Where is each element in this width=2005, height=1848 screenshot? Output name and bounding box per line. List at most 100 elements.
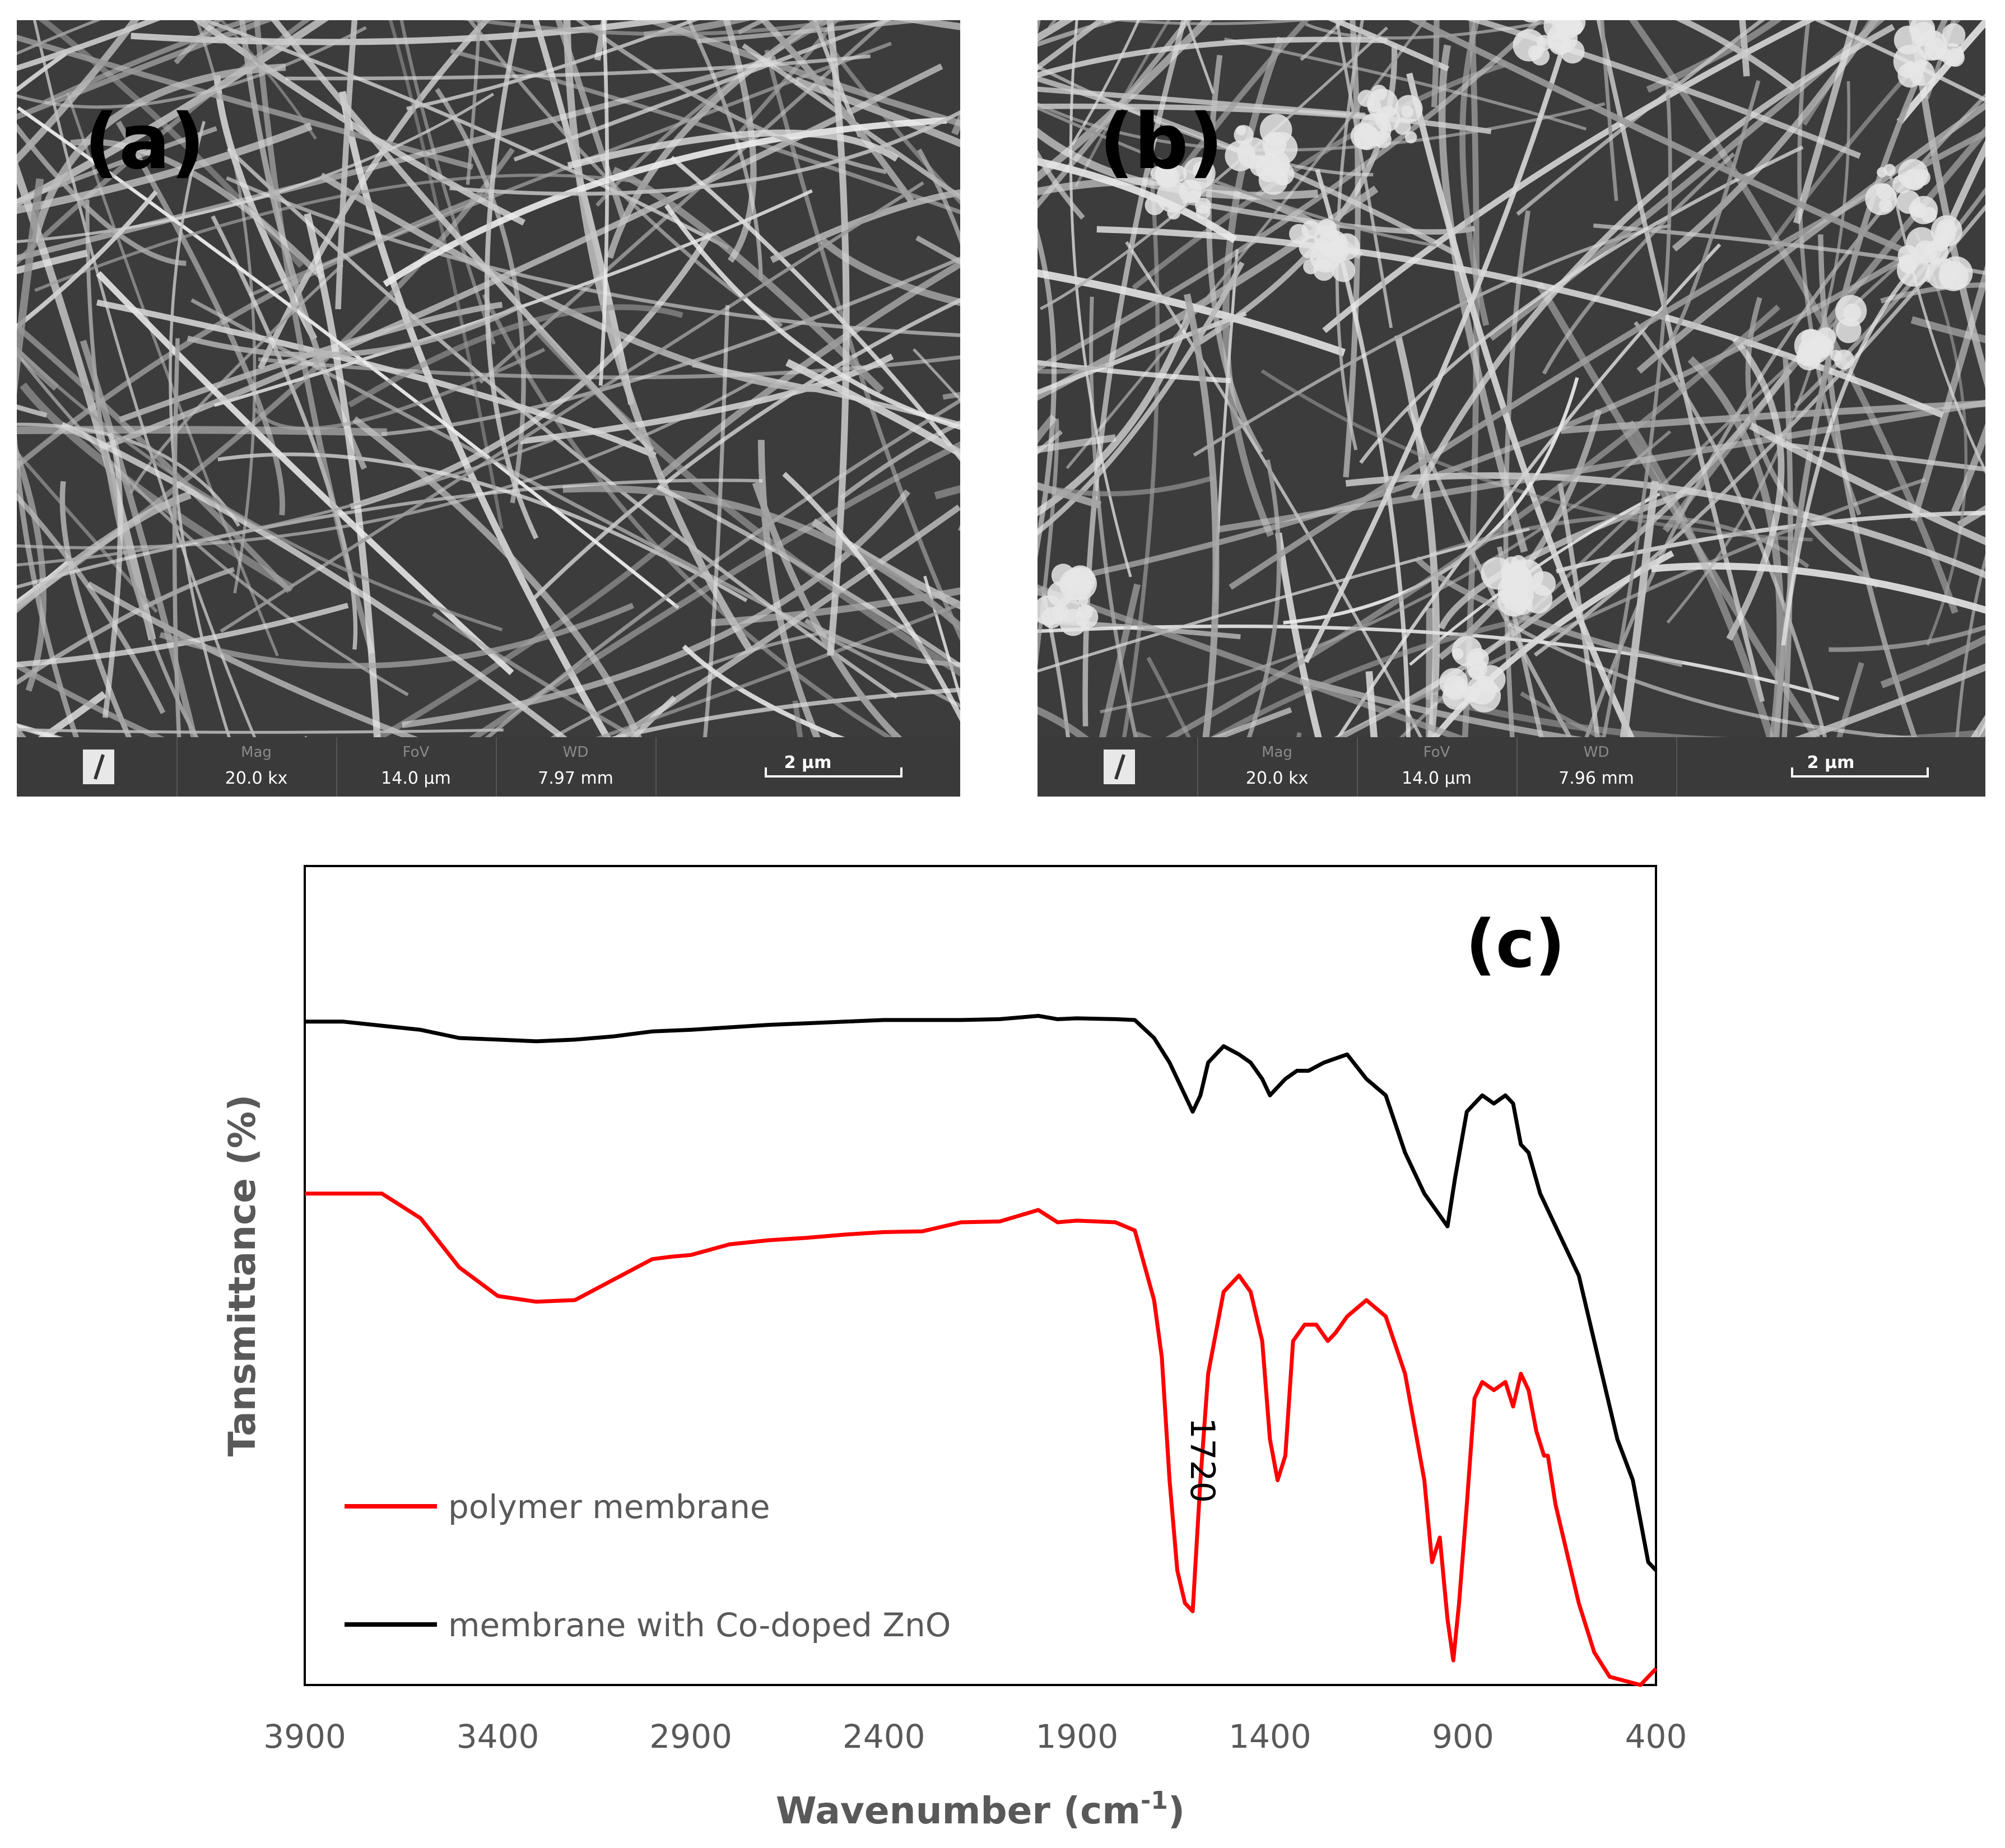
sem-fiber [1425,692,1978,737]
sem-particle [1865,183,1897,216]
sem-particle [1883,164,1896,176]
infobar-fov-cell: FoV 14.0 µm [1357,737,1518,797]
fov-label: FoV [1423,744,1450,761]
sem-fiber [85,199,199,737]
sem-panel-a: (a) Mag 20.0 kx FoV 14.0 µm WD 7.97 mm 2… [17,20,960,797]
sem-fiber [17,92,495,244]
x-tick-labels: 3900 3400 2900 2400 1900 1400 900 400 [263,1717,1687,1756]
sem-fiber [659,260,960,479]
scale-bar-label: 2 µm [784,753,832,772]
sem-fiber [1675,20,1795,91]
sem-particle [1401,105,1414,118]
sem-particle [1551,20,1581,36]
sem-fiber [1664,80,1761,349]
plot-frame [304,865,1657,1686]
sem-fiber [17,350,409,696]
sem-fiber [1038,418,1059,667]
sem-fiber [1406,72,1635,737]
sem-fiber [1880,635,1985,688]
sem-particle [1178,179,1202,203]
sem-fiber [1394,334,1440,737]
sem-fiber [17,603,349,668]
sem-fiber [1165,304,1780,737]
sem-particle [1830,350,1842,361]
infobar-scale-cell: 2 µm [655,737,960,797]
sem-particle [1796,345,1822,371]
sem-fiber [1038,311,1247,395]
sem-fiber [450,49,960,215]
microscope-logo-icon [1104,750,1135,784]
sem-fiber [1069,20,1132,578]
fov-value: 14.0 µm [381,769,451,788]
sem-fiber [226,147,898,699]
sem-particle [1916,30,1947,61]
peak-annotation-1720: 1720 [1183,1417,1222,1503]
sem-fiber [1508,622,1922,737]
sem-fiber [17,438,553,567]
sem-fiber [1922,140,1985,283]
sem-fiber [402,489,911,728]
sem-particle [1920,207,1937,223]
sem-fiber [1767,20,1961,248]
sem-fiber [785,359,960,458]
sem-fiber [1634,321,1827,737]
sem-fiber [1063,250,1916,583]
sem-fiber [1038,127,1319,200]
sem-fiber [335,20,358,310]
sem-fiber [1794,663,1985,737]
sem-fiber [352,416,643,737]
sem-fiber [17,123,187,266]
infobar-logo-cell [17,737,178,797]
sem-fiber [1038,149,1085,220]
sem-fiber [1431,550,1674,737]
sem-particle [1897,245,1918,266]
sem-fiber [1038,584,1464,737]
sem-fiber [1335,20,1364,450]
sem-fiber [1328,20,1449,72]
sem-fiber [612,166,885,394]
ftir-chart-svg: 3900 3400 2900 2400 1900 1400 900 400 (c) Tansm… [221,865,1687,1832]
sem-fiber [17,346,503,632]
sem-particle [1055,597,1081,622]
sem-fiber [17,426,387,436]
sem-fiber [31,63,286,244]
mag-value: 20.0 kx [1245,769,1309,788]
sem-fiber [253,347,546,431]
sem-fiber [17,122,313,214]
sem-fiber [1516,20,1766,216]
sem-fiber [1038,261,1245,536]
sem-fiber [482,294,893,737]
sem-fiber [1593,224,1985,276]
sem-fiber [1229,129,1985,590]
sem-fiber [131,20,681,45]
panel-label-a: (a) [84,98,206,187]
sem-fiber [1459,20,1490,327]
sem-fiber [1629,20,1959,614]
sem-particle [1150,166,1165,180]
sem-fiber [1038,185,1379,401]
sem-particle [1161,167,1176,181]
sem-fiber [172,338,182,737]
sem-fiber [1183,293,1220,737]
sem-fiber [682,644,845,737]
sem-fiber [1038,36,1388,78]
sem-fiber [98,63,943,451]
x-tick-label: 400 [1625,1717,1687,1756]
sem-fiber [1122,162,1160,737]
sem-infobar-b: Mag 20.0 kx FoV 14.0 µm WD 7.96 mm 2 µm [1038,737,1985,797]
sem-fiber [1246,459,1281,737]
sem-fiber [1666,81,1850,624]
x-tick-label: 1400 [1229,1717,1311,1756]
sem-fiber [1304,20,1574,664]
sem-fiber [467,20,783,328]
sem-fiber [1880,282,1985,304]
sem-fiber [388,20,504,529]
sem-fiber [350,232,713,510]
x-tick-label: 900 [1432,1717,1494,1756]
sem-fiber [96,299,657,459]
sem-fiber [534,327,960,677]
sem-fiber [115,120,285,515]
sem-fiber [17,560,70,605]
legend: polymer membrane membrane with Co-doped … [345,1488,951,1644]
scale-bar [765,767,903,778]
